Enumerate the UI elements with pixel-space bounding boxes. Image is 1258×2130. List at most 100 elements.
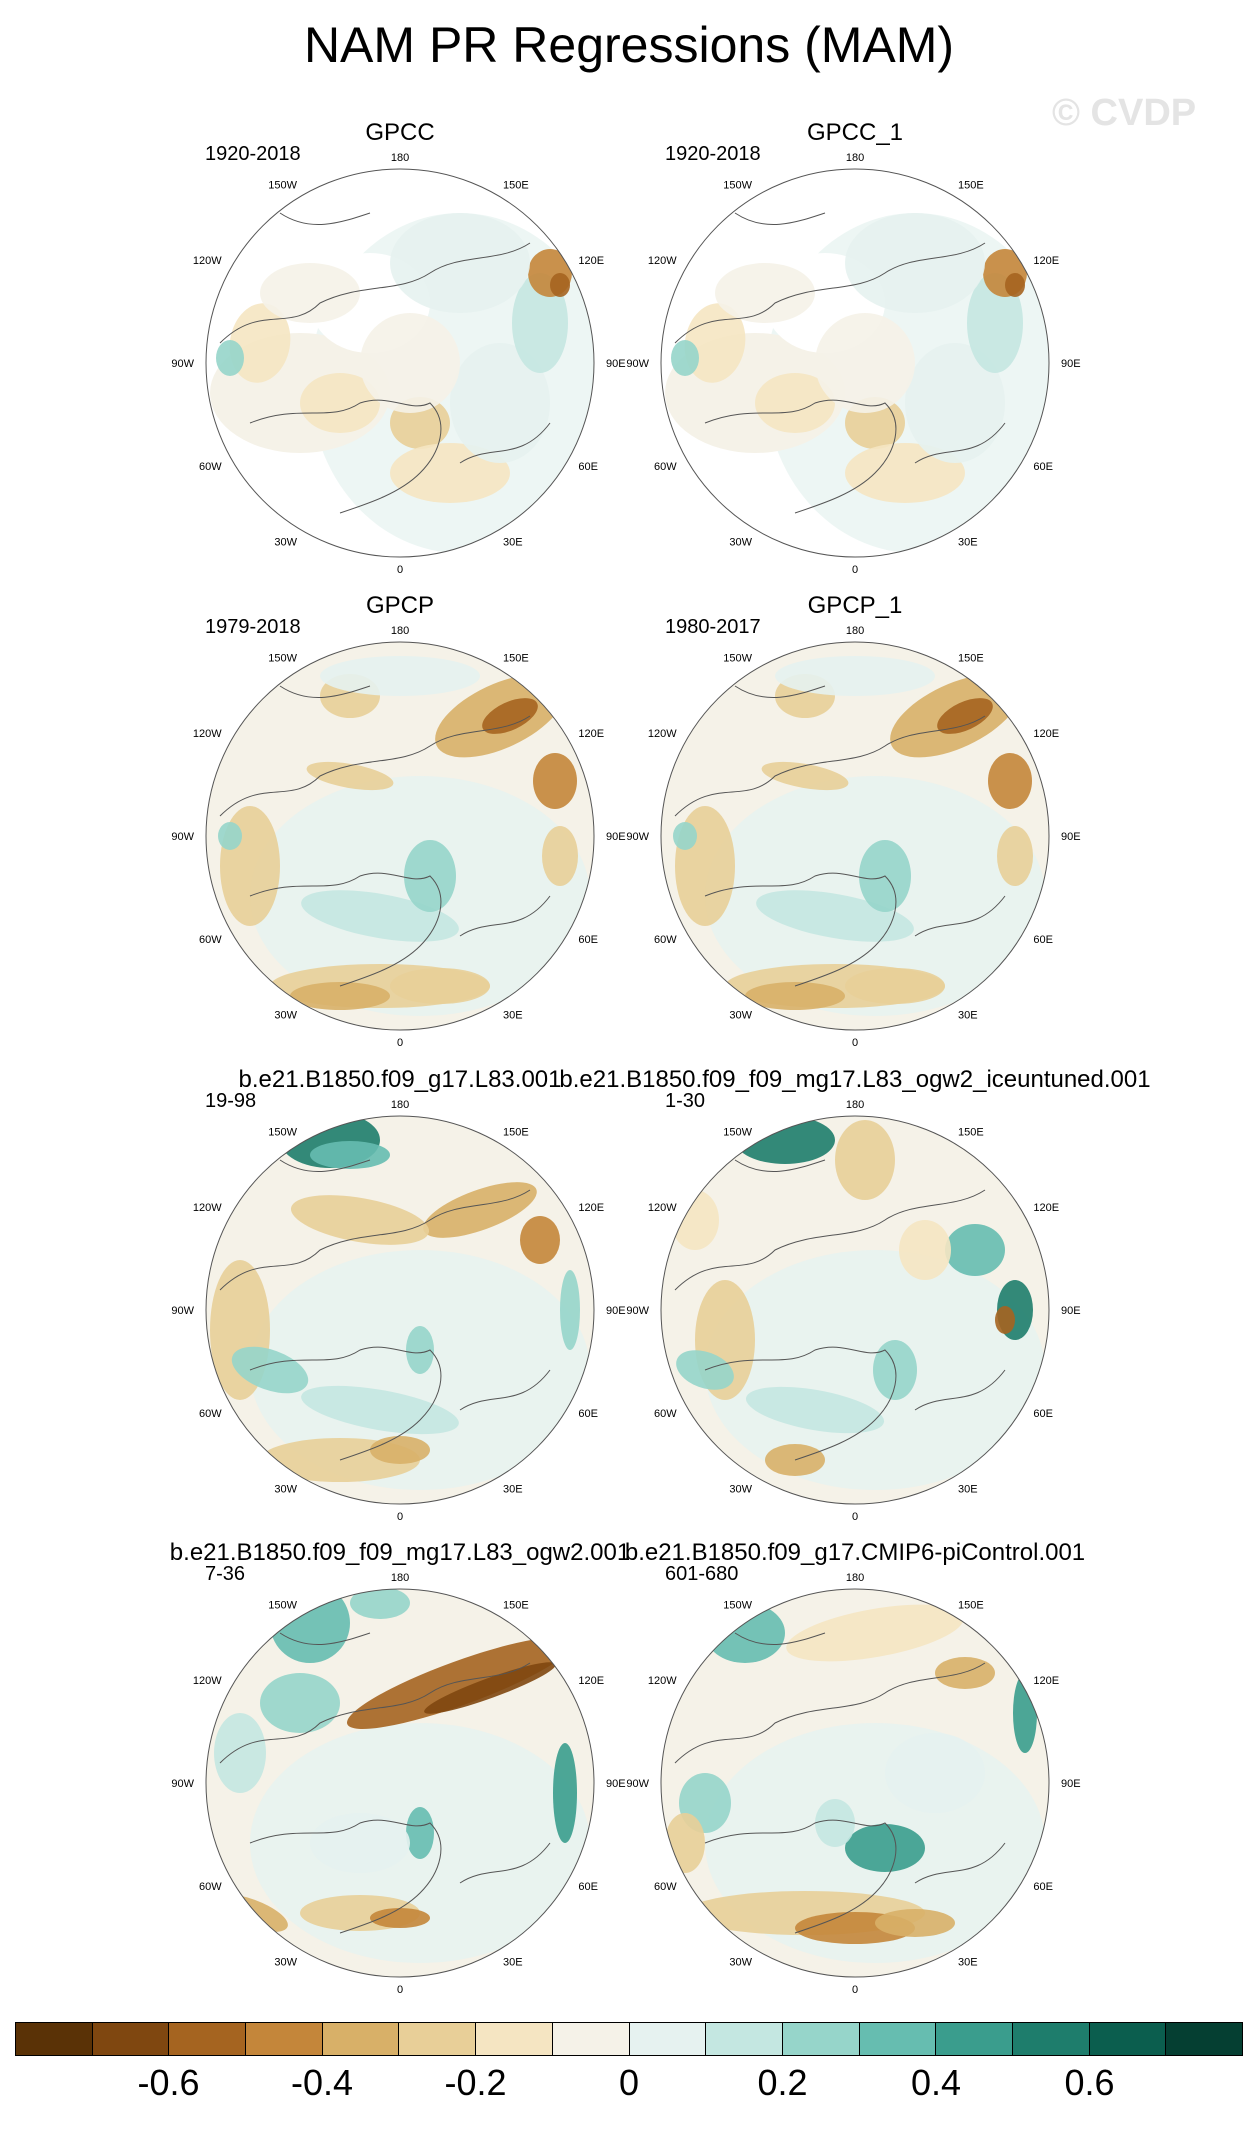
longitude-label: 60W [199, 461, 222, 473]
longitude-label: 90E [1061, 831, 1081, 843]
anomaly-blob [715, 263, 815, 323]
anomaly-blob [815, 313, 915, 413]
longitude-label: 150W [723, 1127, 752, 1139]
figure-title: NAM PR Regressions (MAM) [303, 17, 955, 73]
longitude-label: 150E [503, 1600, 529, 1612]
longitude-label: 90W [171, 1778, 194, 1790]
map-border [660, 641, 1050, 1031]
anomaly-blob [935, 1657, 995, 1689]
longitude-label: 30W [729, 536, 752, 548]
panel-title: b.e21.B1850.f09_g17.L83.001 [238, 1066, 562, 1093]
panel-title: b.e21.B1850.f09_f09_mg17.L83_ogw2_iceunt… [559, 1066, 1151, 1093]
anomaly-blob [786, 1604, 964, 1662]
panel-title: b.e21.B1850.f09_g17.CMIP6-piControl.001 [624, 1539, 1086, 1566]
anomaly-blob [390, 213, 530, 313]
longitude-label: 30E [958, 1956, 978, 1968]
panel-title: b.e21.B1850.f09_f09_mg17.L83_ogw2.001 [169, 1539, 631, 1566]
polar-map: 180 150E 120E 90E 60E 30E 0 30W 60W 90W 120W 150W [626, 1099, 1080, 1523]
panel-period: 1980-2017 [665, 616, 761, 638]
colorbar-swatch [16, 2023, 93, 2055]
anomaly-blob [482, 698, 538, 734]
anomaly-blob [424, 1662, 556, 1714]
longitude-label: 120E [1033, 728, 1059, 740]
anomaly-blob [995, 1306, 1015, 1334]
polar-map: 180 150E 120E 90E 60E 30E 0 30W 60W 90W 120W 150W [171, 152, 625, 576]
coastline [674, 1632, 1006, 1934]
longitude-label: 120E [578, 1202, 604, 1214]
anomaly-blob [346, 1637, 574, 1729]
anomaly-blob [406, 1807, 434, 1859]
colorbar-tick-label: 0 [618, 2062, 640, 2103]
anomaly-blob [845, 213, 985, 313]
longitude-label: 30W [729, 1009, 752, 1021]
longitude-label: 0 [397, 564, 403, 576]
map-border [205, 641, 595, 1031]
anomaly-blob [885, 1733, 985, 1813]
longitude-label: 60W [654, 461, 677, 473]
panel-period: 7-36 [205, 1563, 246, 1585]
anomaly-blob [967, 273, 1023, 373]
longitude-label: 150W [723, 653, 752, 665]
anomaly-blob [390, 443, 510, 503]
longitude-label: 60W [654, 1408, 677, 1420]
longitude-label: 30E [503, 536, 523, 548]
longitude-label: 30E [958, 536, 978, 548]
anomaly-blob [845, 443, 965, 503]
anomaly-blob [216, 340, 244, 376]
longitude-label: 90E [1061, 1305, 1081, 1317]
anomaly-blob [705, 1603, 785, 1663]
colorbar-tick-label: 0.6 [1064, 2062, 1115, 2103]
longitude-label: 60E [1033, 934, 1053, 946]
longitude-label: 150W [723, 180, 752, 192]
colorbar-swatch [552, 2023, 630, 2055]
anomaly-blob [875, 1909, 955, 1937]
longitude-label: 60E [1033, 461, 1053, 473]
colorbar-tick-label: -0.6 [137, 2062, 200, 2103]
polar-map: 180 150E 120E 90E 60E 30E 0 30W 60W 90W 120W 150W [626, 625, 1080, 1049]
longitude-label: 180 [391, 1572, 409, 1584]
longitude-label: 0 [852, 1037, 858, 1049]
anomaly-blob [306, 761, 394, 791]
longitude-label: 90E [606, 1305, 626, 1317]
longitude-label: 60W [654, 1881, 677, 1893]
anomaly-blob [550, 273, 570, 297]
longitude-label: 120W [193, 1675, 222, 1687]
anomaly-blob [761, 761, 849, 791]
anomaly-blob [815, 1799, 855, 1847]
longitude-label: 180 [391, 1099, 409, 1111]
map-border [660, 1115, 1050, 1505]
map-border [205, 1588, 595, 1978]
longitude-label: 30E [503, 1009, 523, 1021]
map-border [205, 1115, 595, 1505]
longitude-label: 90E [606, 1778, 626, 1790]
colorbar-swatch [782, 2023, 860, 2055]
anomaly-blob [260, 1673, 340, 1733]
longitude-label: 150E [958, 653, 984, 665]
panel-period: 1920-2018 [665, 143, 761, 165]
anomaly-blob [937, 698, 993, 734]
longitude-label: 30E [503, 1483, 523, 1495]
longitude-label: 30W [729, 1483, 752, 1495]
cvdp-watermark: © CVDP [1052, 92, 1197, 134]
longitude-label: 60W [199, 934, 222, 946]
polar-map: 180 150E 120E 90E 60E 30E 0 30W 60W 90W 120W 150W [171, 1572, 625, 1996]
longitude-label: 180 [846, 1572, 864, 1584]
anomaly-blob [310, 1813, 410, 1873]
longitude-label: 150E [503, 1127, 529, 1139]
anomaly-blob [945, 1224, 1005, 1276]
colorbar-swatch [1089, 2023, 1167, 2055]
colorbar-tick-label: 0.2 [757, 2062, 808, 2103]
colorbar-swatch [1012, 2023, 1090, 2055]
anomaly-blob [845, 968, 945, 1004]
longitude-label: 60W [199, 1881, 222, 1893]
longitude-label: 30W [729, 1956, 752, 1968]
longitude-label: 30E [958, 1483, 978, 1495]
colorbar-swatch [706, 2023, 783, 2055]
longitude-label: 0 [397, 1037, 403, 1049]
longitude-label: 0 [852, 1984, 858, 1996]
anomaly-blob [370, 1436, 430, 1464]
longitude-label: 150E [958, 1127, 984, 1139]
longitude-label: 150W [723, 1600, 752, 1612]
anomaly-blob [360, 313, 460, 413]
longitude-label: 120E [1033, 1675, 1059, 1687]
